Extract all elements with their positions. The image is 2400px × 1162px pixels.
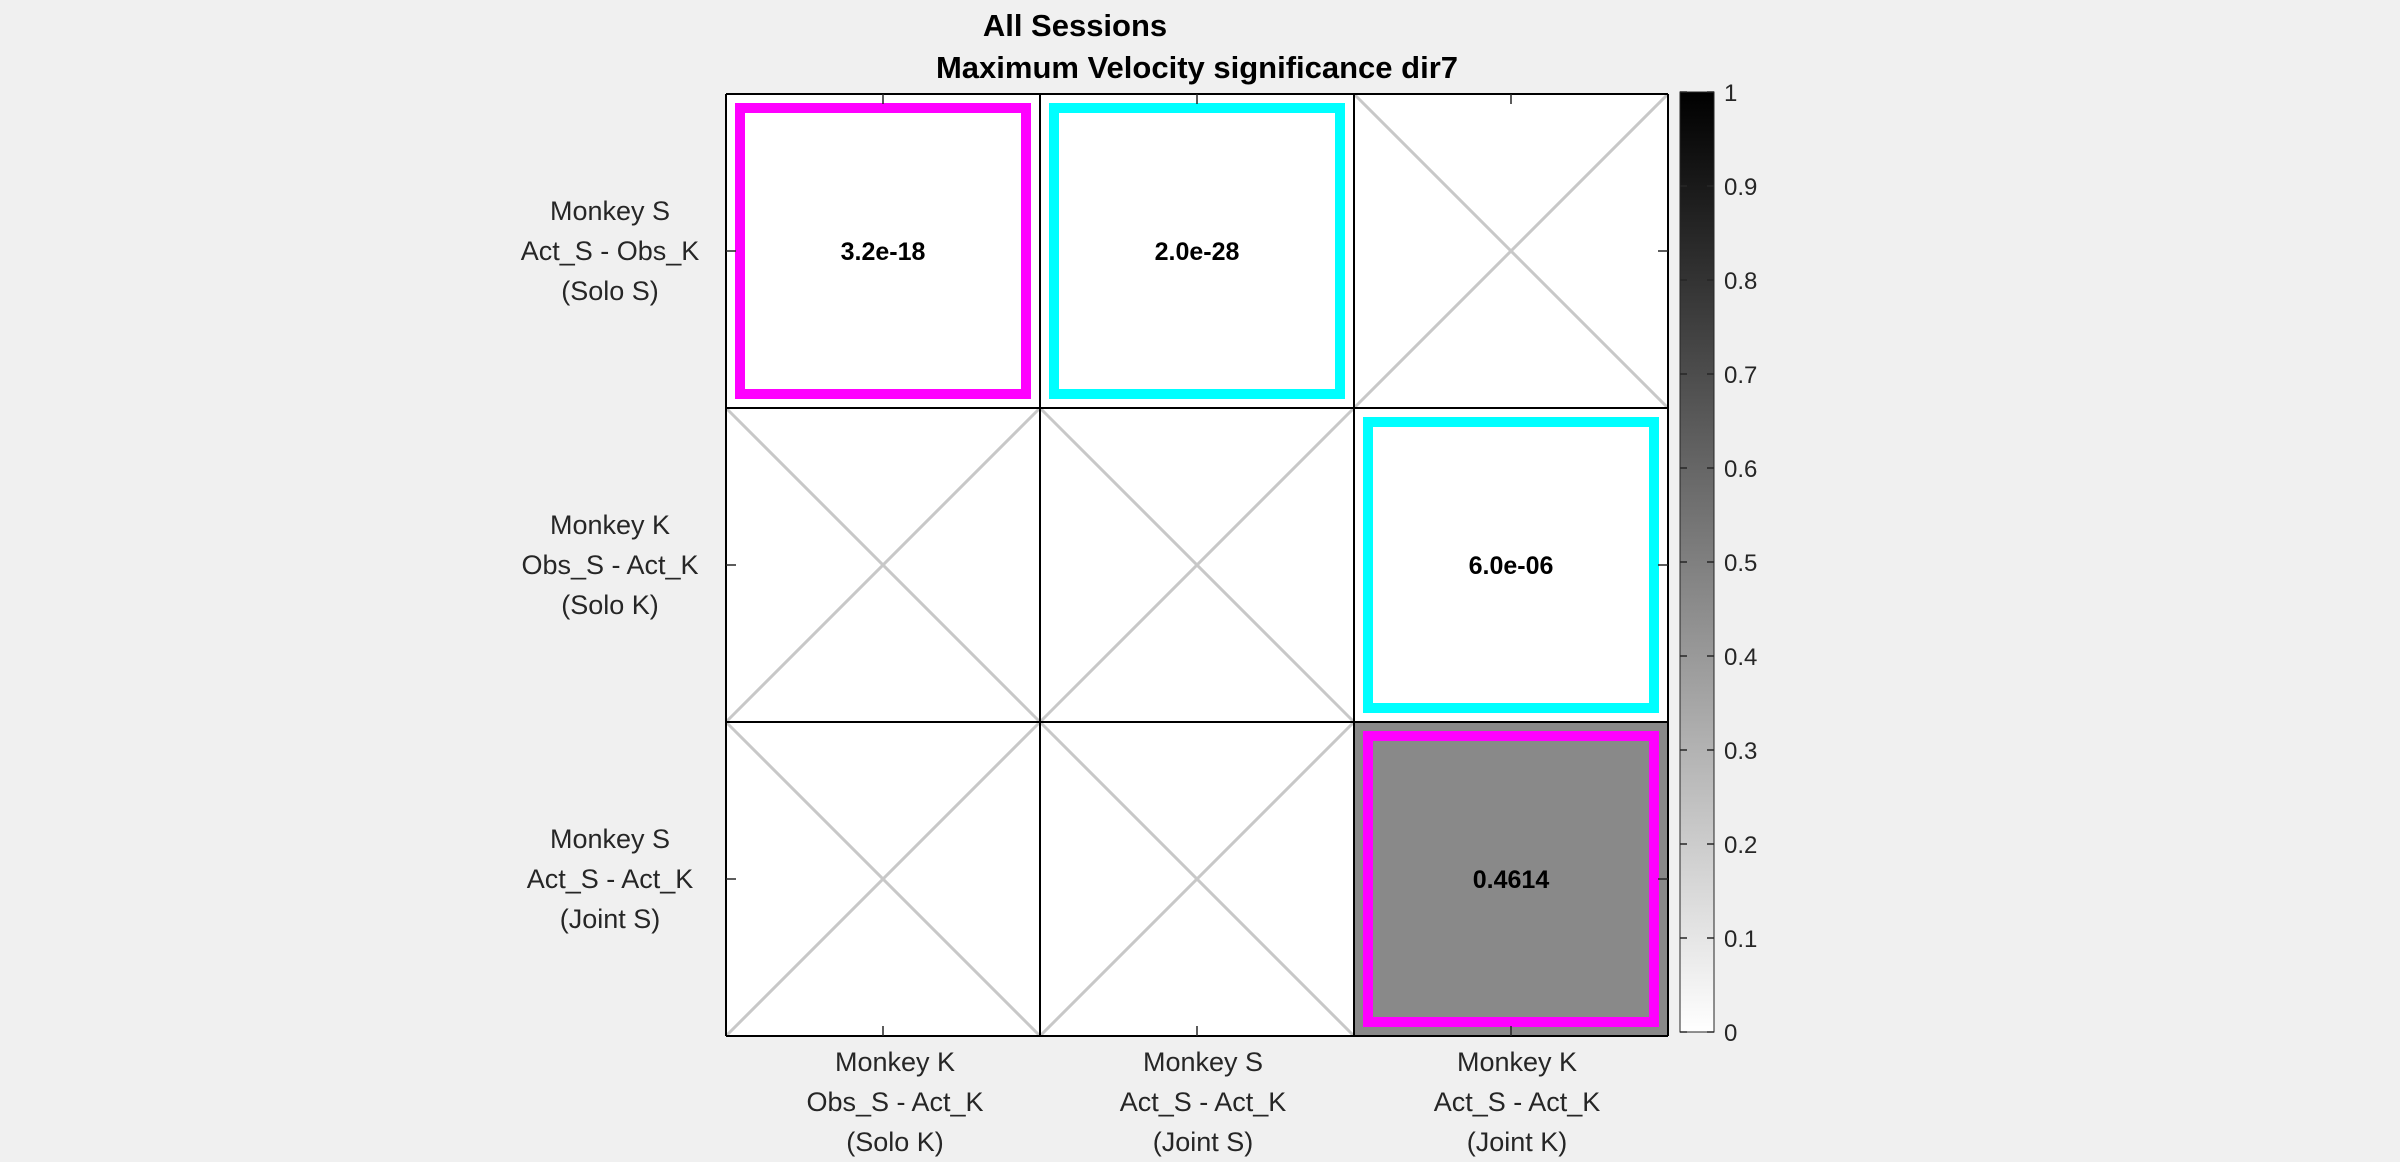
cell-value-label: 0.4614 [1473,866,1550,894]
y-tick-label: Monkey S Act_S - Act_K (Joint S) [480,819,740,939]
significance-highlight-frame [735,103,1031,399]
missing-cross-line [1038,406,1356,724]
colorbar-tick-label: 0.5 [1724,550,1757,577]
y-tick-label-line: Monkey S [549,824,671,854]
y-tick-label-line: Act_S - Obs_K [520,236,700,266]
y-tick-label-line: Monkey S [549,196,671,226]
heatmap-cell [1354,408,1668,722]
x-tick-label-line: Obs_S - Act_K [806,1087,984,1117]
cell-value-label: 2.0e-28 [1155,238,1240,266]
colorbar-tick-label: 0.9 [1724,174,1757,201]
colorbar-tick-label: 0.3 [1724,738,1757,765]
heatmap-cell [1354,722,1668,1036]
cell-value-label: 6.0e-06 [1469,552,1554,580]
y-tick-label-line: (Solo K) [561,590,659,620]
x-tick-label-line: (Solo K) [846,1127,944,1157]
heatmap-cell [726,94,1040,408]
missing-cross-line [724,406,1042,724]
x-tick-label-line: Act_S - Act_K [1119,1087,1287,1117]
x-tick-label-line: Monkey S [1142,1047,1264,1077]
colorbar-tick-label: 0.4 [1724,644,1757,671]
y-tick-label-line: Monkey K [549,510,671,540]
figure-suptitle: All Sessions [982,8,1168,43]
missing-cross-line [1038,720,1356,1038]
y-tick-label: Monkey S Act_S - Obs_K (Solo S) [480,191,740,311]
missing-cross-line [1352,92,1670,410]
y-tick-label-line: Act_S - Act_K [526,864,694,894]
x-tick-label: Monkey S Act_S - Act_K (Joint S) [1053,1042,1353,1162]
chart-title: Maximum Velocity significance dir7 [935,50,1459,85]
colorbar-tick-label: 0.7 [1724,362,1757,389]
y-tick-label-line: Obs_S - Act_K [521,550,699,580]
heatmap-cell [1040,94,1354,408]
x-tick-label-line: Act_S - Act_K [1433,1087,1601,1117]
significance-highlight-frame [1363,417,1659,713]
x-tick-label-line: Monkey K [834,1047,956,1077]
y-tick-label: Monkey K Obs_S - Act_K (Solo K) [480,505,740,625]
cell-value-label: 3.2e-18 [841,238,926,266]
y-tick-label-line: (Joint S) [559,904,661,934]
x-tick-label-line: (Joint K) [1466,1127,1568,1157]
colorbar-tick-label: 0.8 [1724,268,1757,295]
colorbar-tick-label: 0.2 [1724,832,1757,859]
colorbar-tick-label: 0.1 [1724,926,1757,953]
x-tick-label: Monkey K Act_S - Act_K (Joint K) [1367,1042,1667,1162]
x-tick-label: Monkey K Obs_S - Act_K (Solo K) [745,1042,1045,1162]
y-tick-label-line: (Solo S) [561,276,659,306]
x-tick-label-line: Monkey K [1456,1047,1578,1077]
x-tick-label-line: (Joint S) [1152,1127,1254,1157]
significance-highlight-frame [1049,103,1345,399]
significance-highlight-frame [1363,731,1659,1027]
colorbar-tick-label: 0.6 [1724,456,1757,483]
colorbar-tick-label: 1 [1724,80,1737,107]
colorbar-tick-label: 0 [1724,1020,1737,1047]
missing-cross-line [724,720,1042,1038]
